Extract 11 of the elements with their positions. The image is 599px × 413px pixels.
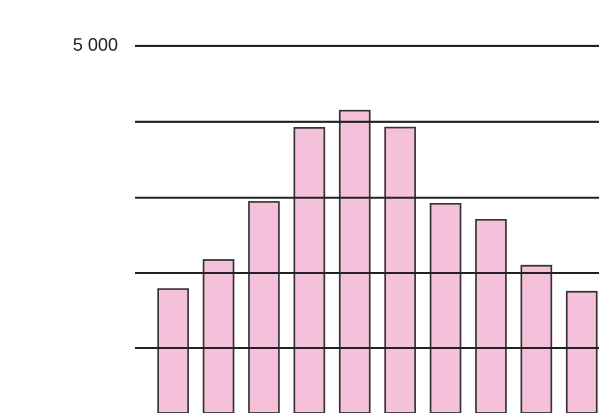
bar: [475, 218, 507, 413]
bar: [384, 126, 416, 413]
bar: [430, 202, 462, 413]
bar: [566, 290, 598, 413]
bar: [202, 259, 234, 413]
bar: [294, 127, 326, 413]
bar: [157, 288, 189, 413]
bar: [338, 110, 371, 413]
bar: [520, 264, 552, 413]
bar: [248, 201, 280, 413]
text: 5 000: [74, 38, 118, 51]
